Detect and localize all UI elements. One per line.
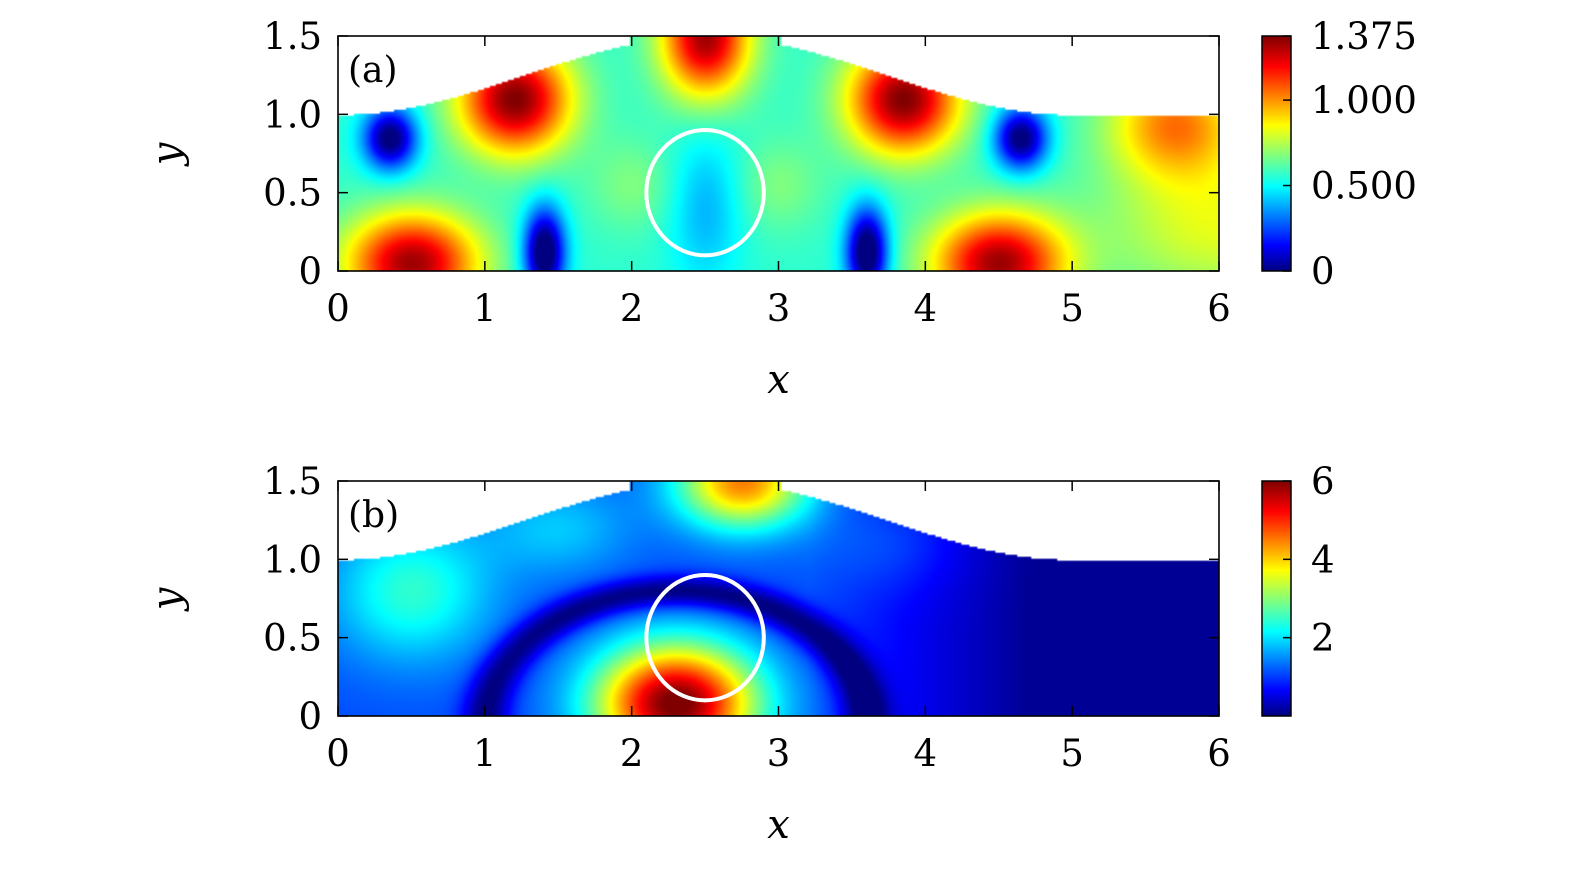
panel-label: (a) [348, 50, 398, 91]
x-tick-label: 4 [914, 732, 938, 775]
y-tick-label: 1.5 [263, 15, 322, 58]
y-tick-label: 0.5 [263, 617, 322, 660]
x-axis-label: x [767, 802, 790, 848]
colorbar-tick-label: 0.500 [1311, 165, 1417, 208]
panel-label: (b) [348, 495, 399, 536]
x-tick-label: 0 [326, 287, 350, 330]
x-tick-label: 6 [1207, 287, 1231, 330]
field-heatmap [338, 481, 1219, 716]
obstacle-circle [644, 128, 766, 258]
y-axis-label: y [144, 586, 190, 612]
x-tick-label: 5 [1060, 287, 1084, 330]
colorbar [1261, 35, 1292, 272]
y-tick-label: 1.0 [263, 538, 322, 581]
x-axis-label: x [767, 357, 790, 403]
colorbar-tick-label: 0 [1311, 250, 1335, 293]
x-tick-label: 3 [767, 732, 791, 775]
x-tick-label: 0 [326, 732, 350, 775]
colorbar-tick-label: 2 [1311, 617, 1335, 660]
colorbar-tick-label: 1.375 [1311, 15, 1417, 58]
x-tick-label: 6 [1207, 732, 1231, 775]
x-tick-label: 1 [473, 732, 497, 775]
panel-b: 0 1 2 3 4 5 6 0 0.5 1.0 1.5 x y (b) 2 4 6 [144, 460, 1335, 848]
field-heatmap [338, 36, 1219, 271]
x-tick-label: 2 [620, 287, 644, 330]
colorbar [1261, 480, 1292, 717]
colorbar-tick-label: 1.000 [1311, 79, 1417, 122]
y-tick-label: 0.5 [263, 172, 322, 215]
x-tick-label: 3 [767, 287, 791, 330]
x-tick-label: 5 [1060, 732, 1084, 775]
colorbar-tick-label: 4 [1311, 538, 1335, 581]
y-tick-label: 1.5 [263, 460, 322, 503]
y-tick-label: 1.0 [263, 93, 322, 136]
panel-a: 0 1 2 3 4 5 6 0 0.5 1.0 1.5 x y (a) 0 0.500 1.000 1.375 [144, 15, 1417, 403]
y-tick-label: 0 [298, 250, 322, 293]
obstacle-circle [644, 573, 766, 703]
x-tick-label: 2 [620, 732, 644, 775]
x-tick-label: 1 [473, 287, 497, 330]
y-axis-label: y [144, 141, 190, 167]
colorbar-tick-label: 6 [1311, 460, 1335, 503]
y-tick-label: 0 [298, 695, 322, 738]
x-tick-label: 4 [914, 287, 938, 330]
